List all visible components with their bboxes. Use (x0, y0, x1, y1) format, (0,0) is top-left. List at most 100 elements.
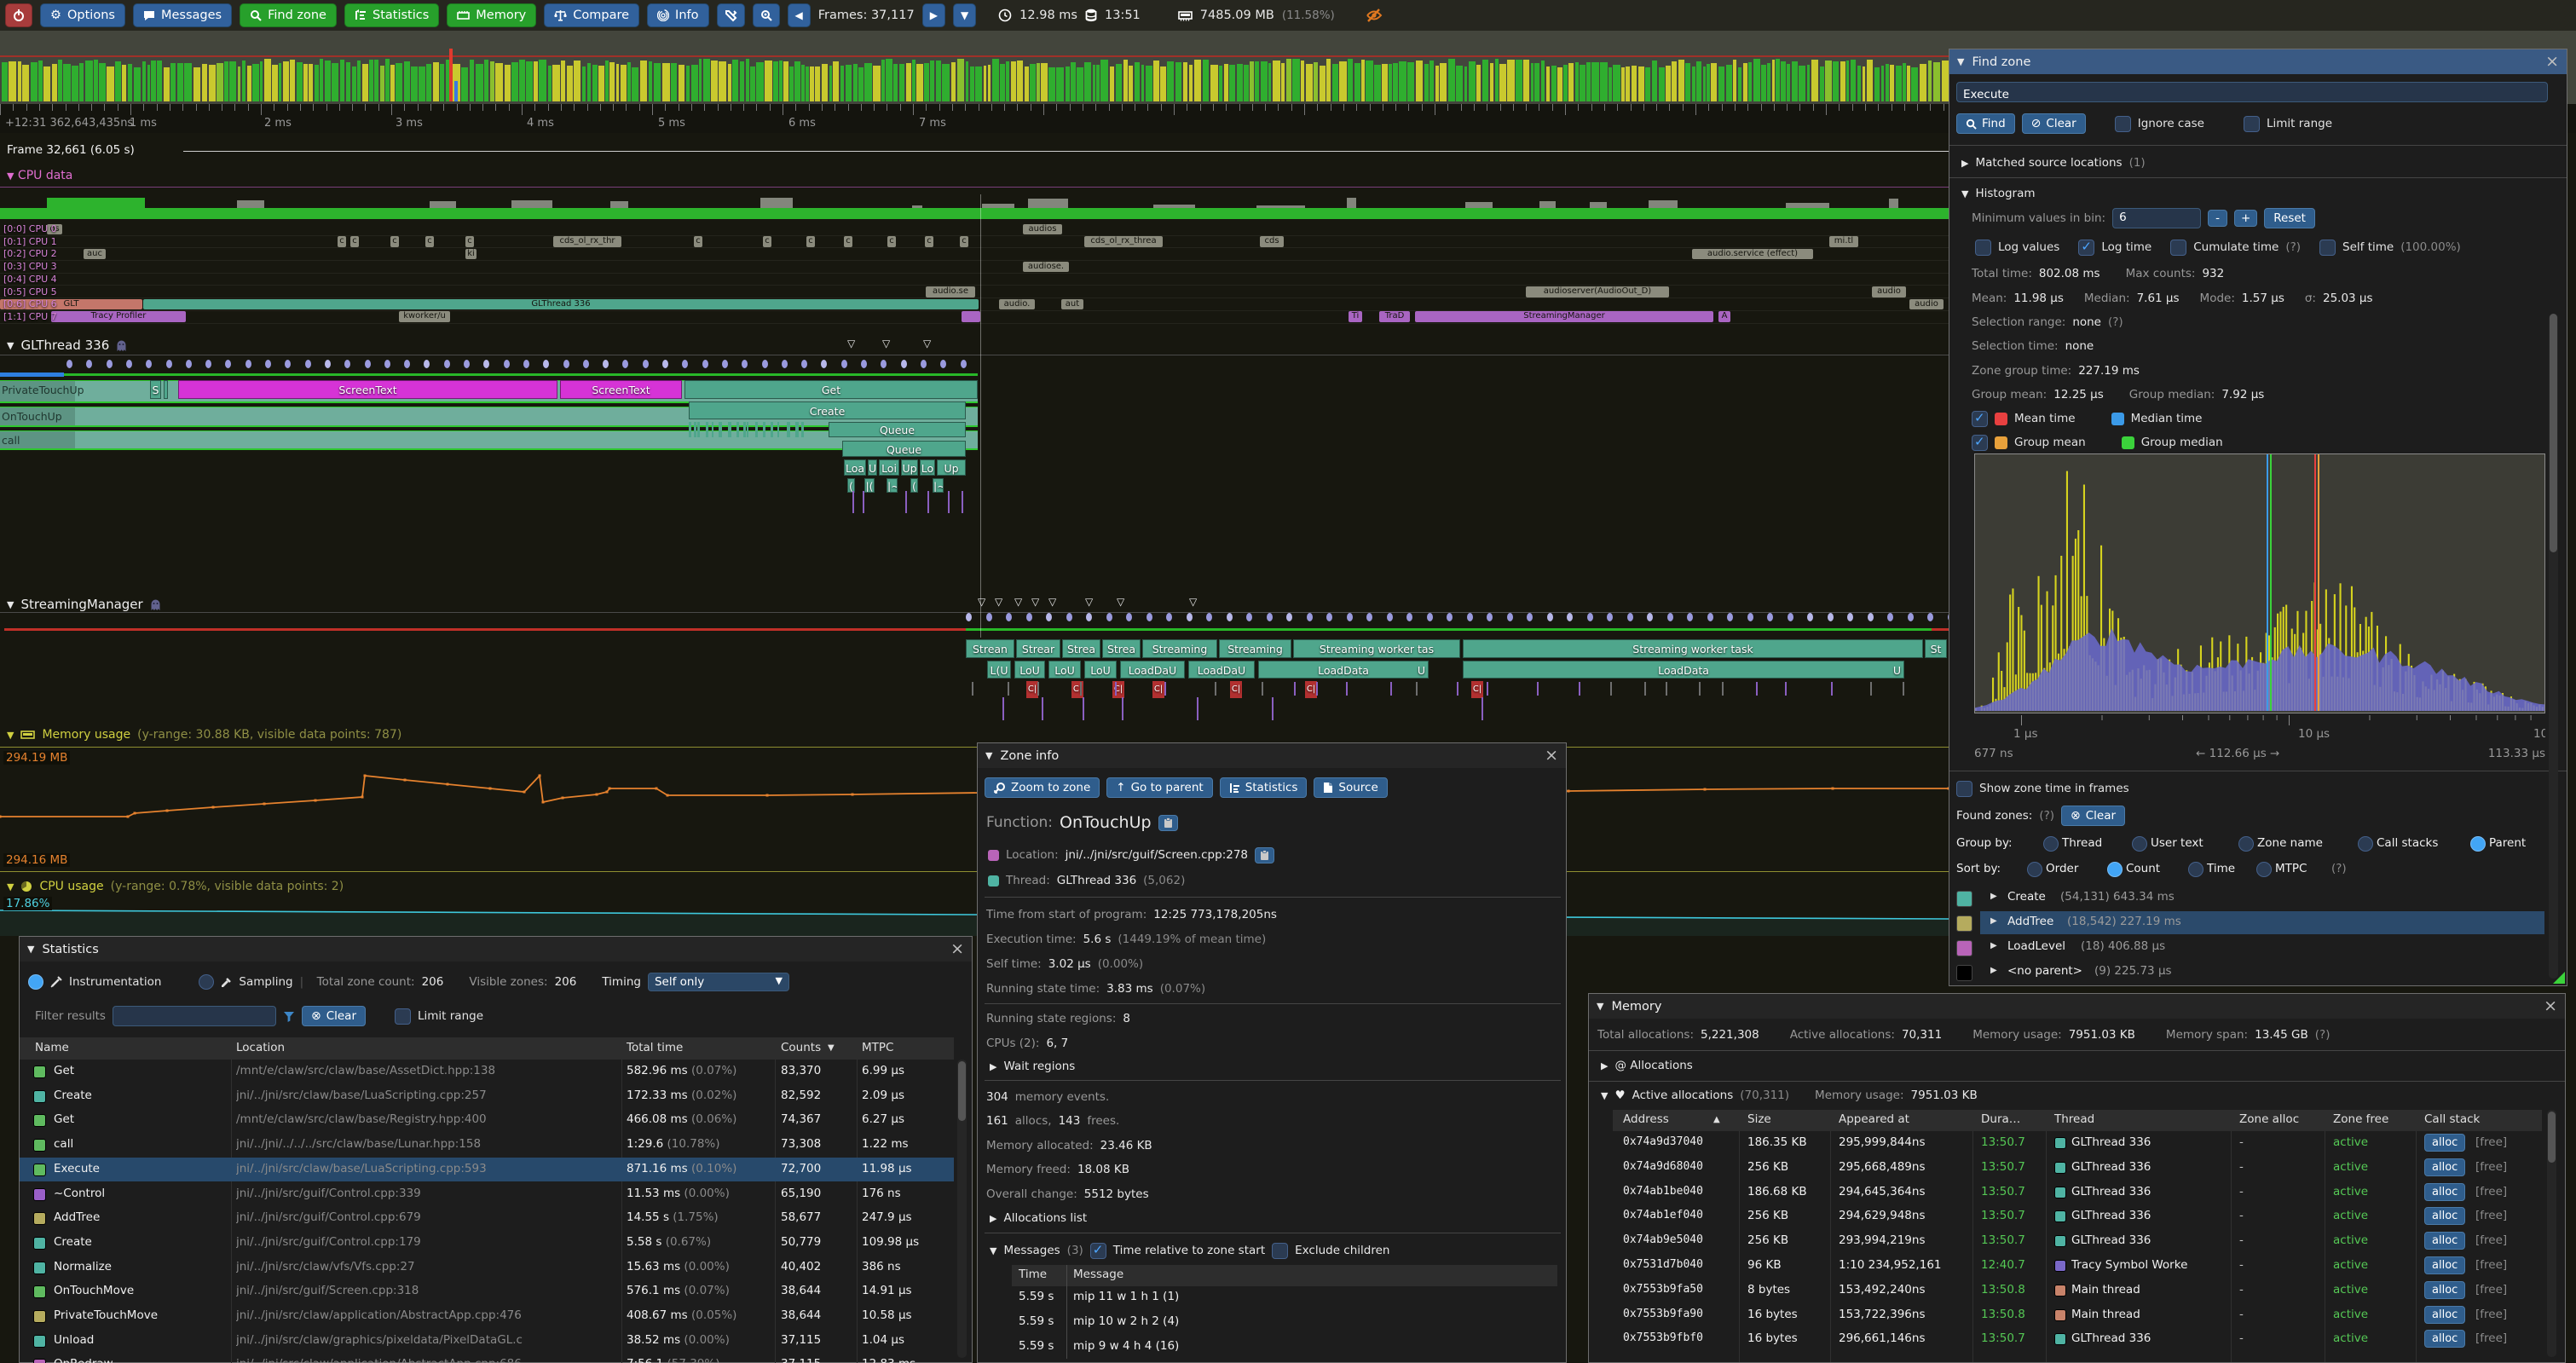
sort-by-radio-time[interactable] (2188, 862, 2203, 877)
group-by-radio-zone-name[interactable] (2238, 836, 2254, 852)
sample-dot[interactable] (404, 360, 411, 368)
help-icon[interactable]: (?) (2108, 315, 2123, 329)
zone-block[interactable]: LoU (1048, 661, 1081, 679)
sample-dot[interactable] (1025, 613, 1032, 621)
zone-block-error[interactable]: C| (1026, 681, 1038, 698)
sample-dot[interactable] (1006, 613, 1012, 621)
sample-dot[interactable] (985, 613, 992, 621)
zone-block[interactable]: Streaming worker task (1463, 639, 1923, 658)
exclude-children-checkbox[interactable] (1272, 1242, 1289, 1259)
alloc-callstack-button[interactable]: alloc (2424, 1280, 2466, 1299)
cpu-zone-block[interactable]: audioserver(AudioOut_D) (1526, 286, 1669, 297)
self-time-checkbox[interactable] (2319, 239, 2336, 256)
sample-dot[interactable] (1447, 613, 1453, 621)
group-by-radio-thread[interactable] (2043, 836, 2059, 852)
power-button[interactable] (5, 3, 32, 27)
zone-block[interactable]: Get (684, 380, 978, 399)
message-row[interactable]: 5.59 s mip 10 w 2 h 2 (4) (1012, 1311, 1557, 1336)
close-icon[interactable]: × (2545, 52, 2559, 71)
statistics-panel-header[interactable]: ▼ Statistics × (20, 937, 972, 962)
sample-dot[interactable] (86, 360, 93, 368)
log-values-checkbox[interactable] (1975, 239, 1991, 256)
cpu-zone-block[interactable]: audio (1909, 298, 1944, 310)
find-button[interactable]: Find (1956, 113, 2015, 134)
log-time-checkbox[interactable] (2078, 239, 2095, 256)
zone-block[interactable]: LoadData U (1463, 661, 1904, 679)
sample-dot[interactable] (1887, 613, 1893, 621)
sample-dot[interactable] (642, 360, 649, 368)
cpu-zone-block[interactable] (962, 311, 980, 322)
histogram-plot[interactable] (1974, 453, 2545, 713)
cpu-zone-block[interactable]: c (350, 236, 359, 247)
cpu-zone-block[interactable]: c (465, 236, 474, 247)
cpu-zone-block[interactable]: audiose. (1023, 261, 1069, 273)
table-row[interactable]: 0x74ab1ef040 256 KB 294,629,948ns 13:50.7 GL… (1613, 1204, 2542, 1228)
zone-block-error[interactable]: C| (1152, 681, 1164, 698)
table-row[interactable]: 0x7553b9fa90 16 bytes 153,722,396ns 13:50.8… (1613, 1303, 2542, 1327)
sample-dot[interactable] (1767, 613, 1773, 621)
filter-clear-button[interactable]: ⊗ Clear (301, 1006, 366, 1026)
sample-dot[interactable] (523, 360, 529, 368)
table-row[interactable]: call jni/../jni/../../../src/claw/base/Lu… (20, 1133, 954, 1157)
sample-dot[interactable] (900, 360, 907, 368)
cpu-data-header[interactable]: ▼ CPU data (7, 169, 73, 182)
sample-dot[interactable] (1386, 613, 1393, 621)
info-button[interactable]: Info (647, 3, 709, 27)
zone-block[interactable]: ( (847, 478, 855, 493)
sample-dot[interactable] (503, 360, 510, 368)
sample-dot[interactable] (1586, 613, 1593, 621)
allocations-list-expander[interactable]: ▶ Allocations list (990, 1211, 1088, 1225)
sample-dot[interactable] (861, 360, 867, 368)
sample-dot[interactable] (721, 360, 728, 368)
zone-block-error[interactable]: C| (1305, 681, 1317, 698)
zone-block[interactable]: |( (864, 478, 875, 493)
sample-dot[interactable] (245, 360, 251, 368)
cpu-zone-block[interactable]: StreamingManager (1415, 311, 1713, 322)
alloc-callstack-button[interactable]: alloc (2424, 1207, 2466, 1226)
table-row[interactable]: OnRedraw jni/../jni/src/claw/application/… (20, 1353, 954, 1363)
found-zone-row[interactable]: ▶ AddTree (18,542) 227.19 ms (1980, 911, 2544, 934)
mean-time-checkbox[interactable] (1972, 410, 1988, 427)
cpu-zone-block[interactable]: TraD (1379, 311, 1410, 322)
sample-dot[interactable] (761, 360, 768, 368)
next-frame-button[interactable]: ▶ (921, 3, 945, 27)
sample-dot[interactable] (543, 360, 550, 368)
cpu-zone-block[interactable]: GLThread 336 (143, 298, 979, 310)
timing-select[interactable]: Self only ▼ (647, 973, 789, 991)
statistics-scrollbar[interactable] (957, 1060, 967, 1358)
sample-dot[interactable] (66, 360, 72, 368)
message-row[interactable]: 5.59 s mip 9 w 4 h 4 (16) (1012, 1336, 1557, 1360)
sample-dot[interactable] (165, 360, 172, 368)
sample-dot[interactable] (1807, 613, 1813, 621)
cpu-zone-block[interactable]: c (338, 236, 346, 247)
sample-dot[interactable] (146, 360, 153, 368)
message-marker[interactable]: ▽ (1031, 596, 1040, 608)
sample-dot[interactable] (384, 360, 390, 368)
fz-limit-range-checkbox[interactable] (2243, 115, 2260, 132)
alloc-callstack-button[interactable]: alloc (2424, 1158, 2466, 1176)
cpu-zone-block[interactable]: c (806, 236, 815, 247)
call-stack-band[interactable]: PrivateTouchUp (0, 380, 978, 403)
prev-frame-button[interactable]: ◀ (787, 3, 811, 27)
zone-block[interactable]: LoU (1084, 661, 1117, 679)
zone-info-panel-header[interactable]: ▼ Zone info × (978, 743, 1566, 768)
zone-block[interactable]: Streaming worker tas (1293, 639, 1460, 658)
zone-block[interactable]: Lo (920, 459, 935, 476)
cpu-usage-plot-header[interactable]: ▼ CPU usage (y-range: 0.78%, visible dat… (7, 880, 344, 893)
copy-function-button[interactable] (1158, 814, 1178, 831)
glthread-header[interactable]: ▼ GLThread 336 (7, 338, 127, 353)
sample-dot[interactable] (1647, 613, 1653, 621)
cumulate-time-checkbox[interactable] (2170, 239, 2187, 256)
sample-dot[interactable] (1506, 613, 1513, 621)
sample-dot[interactable] (483, 360, 490, 368)
message-marker[interactable]: ▽ (1117, 596, 1125, 608)
sample-dot[interactable] (840, 360, 847, 368)
group-by-radio-user-text[interactable] (2132, 836, 2147, 852)
cpu-zone-block[interactable]: Ti (1349, 311, 1362, 322)
sample-dot[interactable] (662, 360, 668, 368)
zone-statistics-button[interactable]: Statistics (1219, 777, 1308, 798)
cpu-zone-block[interactable]: audio (1872, 286, 1906, 297)
min-bin-input[interactable]: 6 (2112, 208, 2202, 228)
sample-dot[interactable] (125, 360, 132, 368)
sample-dot[interactable] (966, 613, 972, 621)
